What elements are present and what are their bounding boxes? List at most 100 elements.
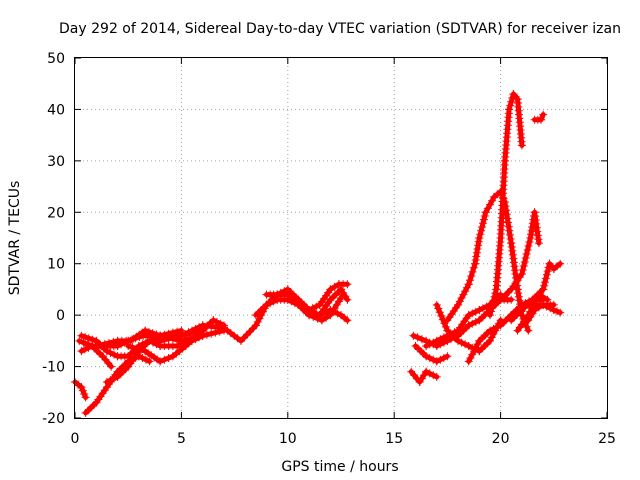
data-point-marker — [156, 331, 165, 340]
data-point-marker — [525, 238, 534, 246]
data-point-marker — [527, 230, 535, 239]
data-point-marker — [106, 348, 115, 357]
data-point-marker — [160, 355, 169, 364]
data-point-marker — [508, 250, 517, 259]
data-point-marker — [491, 289, 500, 298]
data-point-marker — [517, 141, 526, 150]
data-point-marker — [541, 278, 549, 287]
data-point-marker — [541, 274, 550, 283]
data-point-marker — [514, 292, 523, 301]
data-point-marker — [487, 303, 496, 312]
data-point-marker — [283, 295, 292, 304]
data-point-marker — [486, 307, 495, 316]
data-point-marker — [539, 285, 548, 294]
data-point-marker — [443, 352, 452, 361]
data-point-marker — [549, 300, 558, 309]
data-point-marker — [141, 355, 150, 364]
data-point-marker — [209, 316, 218, 325]
data-point-marker — [508, 93, 517, 102]
data-point-marker — [144, 327, 153, 336]
data-point-marker — [461, 340, 470, 349]
data-point-marker — [521, 254, 530, 262]
data-series-s23 — [496, 208, 543, 304]
data-point-marker — [326, 285, 335, 294]
data-point-marker — [312, 302, 321, 311]
data-point-marker — [528, 309, 537, 318]
data-point-marker — [432, 372, 441, 381]
data-point-marker — [517, 270, 526, 278]
data-point-marker — [468, 309, 477, 318]
data-point-marker — [337, 294, 345, 302]
series-trace — [83, 353, 152, 416]
data-point-marker — [422, 367, 431, 376]
data-point-marker — [470, 347, 478, 356]
data-point-marker — [534, 290, 543, 299]
x-tick-label: 5 — [177, 431, 186, 447]
data-point-marker — [266, 299, 275, 308]
data-point-marker — [156, 357, 165, 366]
data-point-marker — [212, 318, 221, 326]
axis-ticks: 0 5 10 15 20 25 -20 -10 0 10 20 30 40 50 — [42, 51, 616, 447]
data-point-marker — [486, 336, 494, 345]
data-point-marker — [330, 282, 339, 291]
data-point-marker — [486, 311, 494, 320]
data-point-marker — [92, 342, 101, 350]
data-point-marker — [141, 326, 150, 335]
data-point-marker — [437, 311, 446, 320]
data-point-marker — [339, 290, 348, 299]
data-point-marker — [417, 335, 426, 344]
data-point-marker — [138, 354, 147, 362]
data-point-marker — [333, 309, 342, 318]
data-point-marker — [534, 303, 543, 312]
series-trace — [423, 292, 504, 349]
data-point-marker — [422, 342, 431, 350]
data-point-marker — [520, 258, 529, 266]
y-axis-label: SDTVAR / TECUs — [7, 181, 23, 296]
data-point-marker — [524, 242, 533, 250]
data-point-marker — [466, 276, 474, 285]
y-tick-label: 50 — [47, 51, 65, 67]
plot-frame — [74, 57, 608, 419]
data-point-marker — [507, 239, 516, 248]
data-series-s22 — [486, 90, 526, 320]
y-tick-label: 10 — [47, 257, 65, 273]
data-point-marker — [493, 323, 502, 332]
data-point-marker — [253, 318, 262, 326]
data-point-marker — [149, 338, 157, 347]
data-point-marker — [198, 331, 207, 340]
data-point-marker — [145, 336, 154, 345]
data-point-marker — [273, 290, 282, 299]
data-point-marker — [539, 110, 548, 119]
data-point-marker — [514, 289, 523, 298]
data-point-marker — [479, 219, 487, 228]
data-point-marker — [84, 334, 93, 343]
data-point-marker — [309, 312, 318, 321]
data-point-marker — [435, 308, 444, 317]
data-point-marker — [328, 307, 337, 316]
data-point-marker — [337, 285, 345, 294]
data-point-marker — [343, 295, 352, 304]
data-series-s28 — [524, 300, 558, 325]
data-series-s9 — [145, 331, 207, 350]
y-tick-label: -20 — [42, 411, 65, 427]
data-point-marker — [471, 307, 480, 316]
data-point-marker — [420, 371, 428, 380]
data-point-marker — [439, 354, 448, 362]
data-point-marker — [506, 235, 515, 243]
data-point-marker — [542, 270, 551, 279]
data-point-marker — [477, 226, 486, 235]
data-point-marker — [409, 331, 418, 340]
data-point-marker — [77, 383, 86, 392]
x-tick-label: 10 — [279, 431, 297, 447]
data-point-marker — [488, 300, 497, 309]
data-series-s1 — [71, 378, 90, 402]
data-point-marker — [436, 335, 445, 344]
data-point-marker — [472, 252, 481, 261]
y-tick-label: 30 — [47, 154, 65, 170]
data-point-marker — [489, 296, 498, 305]
data-point-marker — [262, 300, 271, 309]
data-point-marker — [269, 297, 278, 306]
data-point-marker — [556, 259, 565, 268]
data-point-marker — [505, 105, 514, 114]
data-point-marker — [469, 263, 478, 272]
